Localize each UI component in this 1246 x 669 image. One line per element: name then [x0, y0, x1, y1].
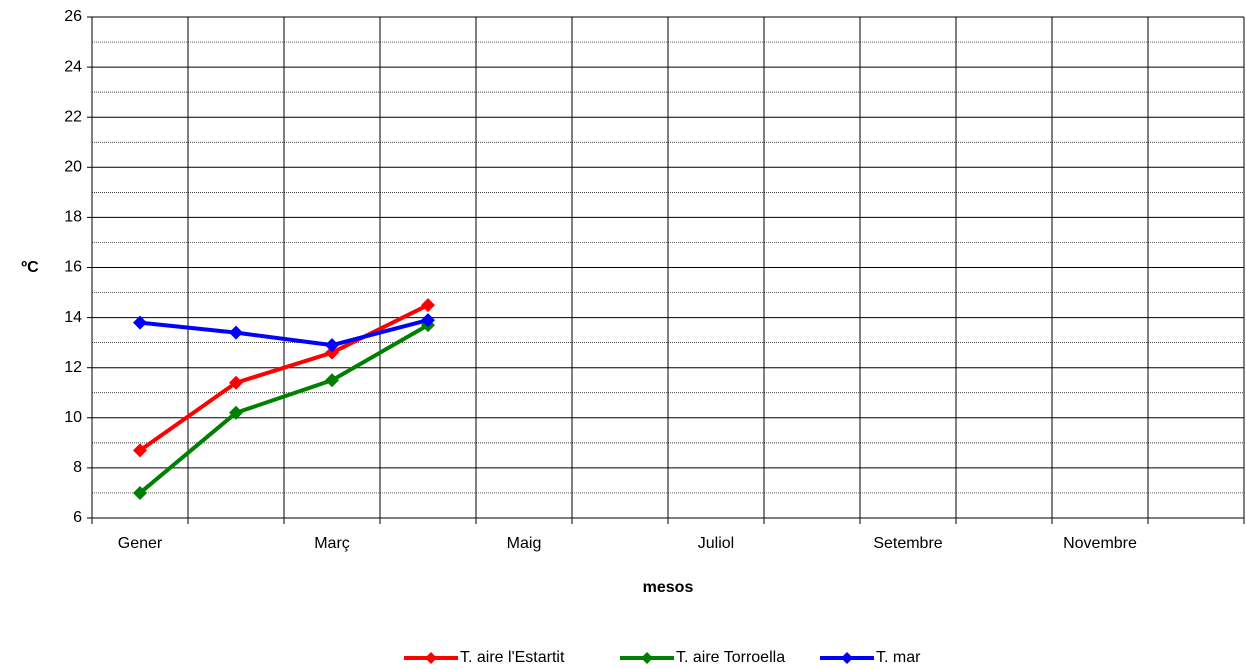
data-point [325, 345, 339, 360]
data-point [229, 405, 243, 420]
data-point [229, 325, 243, 340]
y-tick-label: 8 [73, 459, 82, 476]
y-tick-label: 12 [64, 359, 82, 376]
legend-marker [841, 652, 853, 664]
legend-marker [425, 652, 437, 664]
y-tick-label: 22 [64, 108, 82, 125]
series-line [139, 318, 429, 348]
y-tick-label: 24 [64, 58, 82, 75]
data-point [325, 373, 339, 388]
y-tick-label: 10 [64, 409, 82, 426]
y-axis-label: ºC [21, 259, 39, 276]
x-tick-label: Maig [507, 535, 542, 552]
data-point [133, 443, 147, 458]
y-tick-label: 6 [73, 509, 82, 526]
data-point [133, 485, 147, 500]
y-tick-label: 20 [64, 159, 82, 176]
legend-label: T. mar [876, 649, 921, 666]
legend-label: T. aire l'Estartit [460, 649, 565, 666]
y-tick-label: 16 [64, 259, 82, 276]
x-tick-label: Març [314, 535, 350, 552]
series-line [138, 303, 429, 452]
data-point [229, 375, 243, 390]
x-tick-label: Juliol [698, 535, 734, 552]
x-tick-label: Gener [118, 535, 163, 552]
x-tick-label: Novembre [1063, 535, 1137, 552]
legend-label: T. aire Torroella [676, 649, 785, 666]
x-tick-label: Setembre [873, 535, 942, 552]
data-point [421, 313, 435, 328]
series-line [138, 323, 429, 495]
data-point [421, 298, 435, 313]
data-point [133, 315, 147, 330]
y-tick-label: 14 [64, 309, 82, 326]
y-tick-label: 26 [64, 8, 82, 25]
y-tick-label: 18 [64, 209, 82, 226]
legend-marker [641, 652, 653, 664]
x-axis-label: mesos [643, 579, 694, 596]
data-point [325, 338, 339, 353]
